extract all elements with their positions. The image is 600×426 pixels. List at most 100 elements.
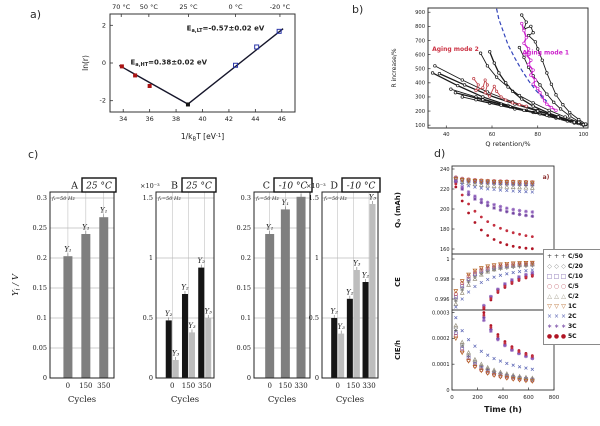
- svg-text:Y₁: Y₁: [64, 246, 72, 254]
- svg-text:×10⁻³: ×10⁻³: [306, 182, 326, 190]
- svg-text:34: 34: [119, 115, 127, 123]
- legend-item: ● ● ● 5C: [546, 332, 599, 342]
- svg-text:330: 330: [362, 382, 375, 390]
- svg-text:150: 150: [279, 382, 292, 390]
- triangle-up-marker-icon: △: [554, 293, 559, 300]
- svg-text:0: 0: [102, 59, 106, 67]
- svg-text:0: 0: [170, 382, 174, 390]
- star-marker-icon: ∗: [553, 323, 560, 330]
- svg-text:-2: -2: [100, 97, 106, 105]
- svg-text:0.05: 0.05: [237, 344, 251, 352]
- dot-marker-icon: ●: [560, 333, 567, 340]
- svg-text:Y₁: Y₁: [266, 224, 274, 232]
- square-marker-icon: □: [560, 273, 567, 280]
- circle-marker-icon: ○: [553, 283, 560, 290]
- svg-text:Ea,LT=-0.57±0.02 eV: Ea,LT=-0.57±0.02 eV: [187, 25, 265, 35]
- svg-text:0.0003: 0.0003: [432, 310, 450, 316]
- svg-text:Y₂: Y₂: [330, 308, 338, 316]
- arrhenius-plot: 70 °C 50 °C 25 °C 0 °C -20 °C 34 36 38 40 42 44 46 -…: [81, 3, 296, 143]
- x-marker-icon: ×: [560, 313, 567, 320]
- svg-text:44: 44: [251, 115, 259, 123]
- circle-marker-icon: ○: [560, 283, 567, 290]
- svg-text:0.998: 0.998: [435, 277, 449, 283]
- legend-label: C/10: [568, 273, 583, 280]
- x-marker-icon: ×: [546, 313, 553, 320]
- svg-text:Y₁: Y₁: [100, 207, 108, 215]
- svg-text:Cycles: Cycles: [268, 395, 296, 405]
- svg-text:-20 °C: -20 °C: [270, 3, 291, 11]
- svg-text:800: 800: [415, 24, 425, 30]
- circle-marker-icon: ○: [546, 283, 553, 290]
- svg-text:40: 40: [443, 132, 450, 138]
- svg-text:A: A: [70, 181, 78, 192]
- svg-text:Y₃: Y₃: [369, 194, 377, 202]
- svg-text:Aging mode 2: Aging mode 2: [432, 46, 479, 53]
- svg-text:0: 0: [247, 374, 251, 382]
- legend-item: ○ ○ ○ C/5: [546, 282, 599, 292]
- svg-text:25 °C: 25 °C: [85, 182, 112, 192]
- svg-text:0.3: 0.3: [37, 194, 47, 202]
- svg-text:Y₁: Y₁: [82, 224, 90, 232]
- legend-item: ▽ ▽ ▽ 1C: [546, 302, 599, 312]
- panel-label-d: d): [434, 147, 446, 160]
- svg-text:Y₂: Y₂: [165, 310, 173, 318]
- svg-text:Y₃: Y₃: [172, 350, 180, 358]
- svg-text:500: 500: [415, 67, 425, 73]
- svg-text:1: 1: [315, 254, 319, 262]
- legend-item: ∗ ∗ ∗ 3C: [546, 322, 599, 332]
- svg-text:0.996: 0.996: [435, 297, 449, 303]
- svg-text:0.15: 0.15: [237, 284, 251, 292]
- svg-text:f₁=50 Hz: f₁=50 Hz: [51, 196, 75, 202]
- svg-text:0: 0: [267, 382, 271, 390]
- svg-text:330: 330: [294, 382, 307, 390]
- svg-text:200: 200: [472, 395, 483, 401]
- svg-text:0.25: 0.25: [237, 224, 251, 232]
- aging-modes-plot: 100 200 300 400 500 600 700 800 900 40 60 80 100 Agin…: [391, 7, 589, 148]
- svg-text:0.1: 0.1: [241, 314, 251, 322]
- svg-text:350: 350: [198, 382, 211, 390]
- dot-marker-icon: ●: [546, 333, 553, 340]
- triangle-down-marker-icon: ▽: [554, 303, 559, 310]
- svg-text:1.5: 1.5: [143, 194, 153, 202]
- plus-marker-icon: +: [553, 253, 560, 260]
- svg-text:40: 40: [198, 115, 206, 123]
- svg-text:Y₂: Y₂: [181, 284, 189, 292]
- svg-text:0: 0: [450, 395, 454, 401]
- svg-text:700: 700: [415, 38, 425, 44]
- legend-item: ◇ ◇ ◇ C/20: [546, 262, 599, 272]
- svg-text:0.5: 0.5: [143, 314, 153, 322]
- svg-text:100: 100: [415, 123, 425, 129]
- cycling-legend: + + + C/50 ◇ ◇ ◇ C/20 □ □ □ C/10 ○ ○ ○ C/5 △ △ △ C/2 ▽ ▽ ▽ 1C × ×…: [543, 249, 600, 345]
- legend-item: + + + C/50: [546, 252, 599, 262]
- svg-text:350: 350: [97, 382, 110, 390]
- svg-text:0.2: 0.2: [37, 254, 47, 262]
- svg-text:f₁=50 Hz: f₁=50 Hz: [255, 196, 279, 202]
- triangle-up-marker-icon: △: [561, 293, 566, 300]
- svg-text:2: 2: [102, 21, 106, 29]
- svg-text:900: 900: [415, 10, 425, 16]
- svg-text:B: B: [171, 181, 178, 192]
- svg-text:46: 46: [278, 115, 286, 123]
- legend-label: 2C: [568, 313, 577, 320]
- svg-text:Cycles: Cycles: [68, 395, 96, 405]
- svg-text:CE: CE: [394, 277, 402, 287]
- svg-text:Cycles: Cycles: [336, 395, 364, 405]
- svg-text:f₁=50 Hz: f₁=50 Hz: [323, 196, 347, 202]
- svg-text:0.5: 0.5: [309, 314, 319, 322]
- svg-text:Y₃: Y₃: [353, 260, 361, 268]
- bar-chart-b-25c: 0 0.5 1 1.5 Y₂ Y₂ Y₂ Y₃ Y₃ Y₃ 0 150 350 Cycles 25 °C Bf…: [140, 177, 217, 405]
- bar-chart-a-25c: 0 0.05 0.1 0.15 0.2 0.25 0.3 Y₁ Y₁ Y₁ 0 150 350Cycle…: [11, 177, 117, 405]
- svg-text:R increase/%: R increase/%: [391, 48, 398, 87]
- svg-text:60: 60: [489, 132, 496, 138]
- legend-item: △ △ △ C/2: [546, 292, 599, 302]
- svg-text:0: 0: [43, 374, 47, 382]
- svg-text:Y₃: Y₃: [188, 322, 196, 330]
- svg-text:42: 42: [225, 115, 233, 123]
- svg-text:200: 200: [415, 109, 425, 115]
- svg-text:0.25: 0.25: [33, 224, 47, 232]
- svg-text:180: 180: [440, 227, 450, 233]
- svg-text:Qₒ (mAh): Qₒ (mAh): [394, 192, 402, 228]
- plus-marker-icon: +: [560, 253, 567, 260]
